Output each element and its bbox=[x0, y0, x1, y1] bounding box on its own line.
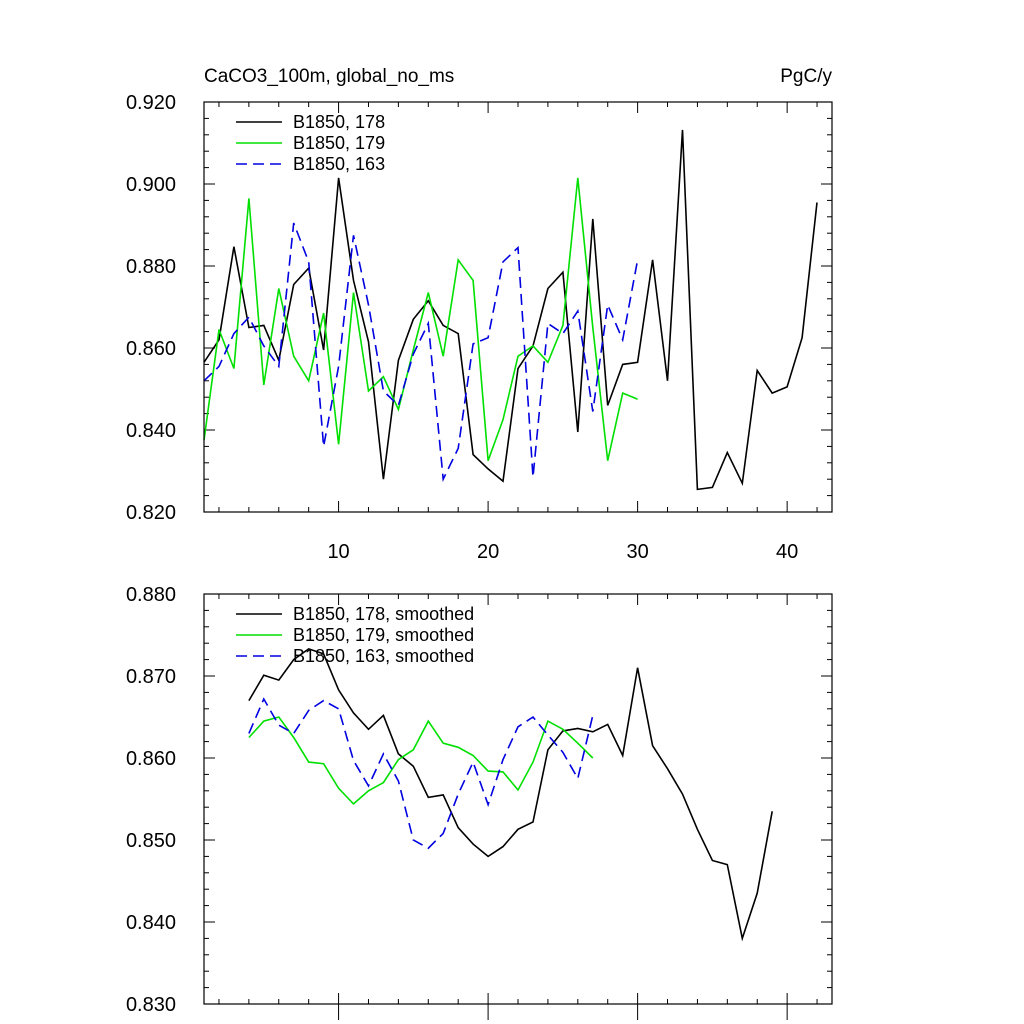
y-tick-label: 0.830 bbox=[126, 994, 176, 1016]
y-tick-label: 0.920 bbox=[126, 92, 176, 114]
series-line-2 bbox=[203, 177, 638, 461]
x-tick-label: 20 bbox=[477, 541, 499, 563]
y-tick-label: 0.860 bbox=[126, 748, 176, 770]
chart-units-label: PgC/y bbox=[780, 66, 832, 87]
legend-label-1: B1850, 178, smoothed bbox=[293, 604, 474, 624]
series-line-3 bbox=[203, 222, 639, 483]
legend-label-3: B1850, 163 bbox=[293, 154, 385, 174]
y-tick-label: 0.820 bbox=[126, 502, 176, 524]
top-plot-frame bbox=[203, 101, 833, 513]
series-line-1 bbox=[203, 129, 818, 491]
y-tick-label: 0.870 bbox=[126, 666, 176, 688]
x-tick-label: 40 bbox=[776, 541, 798, 563]
series-line-2 bbox=[248, 716, 594, 806]
legend-label-3: B1850, 163, smoothed bbox=[293, 646, 474, 666]
top-series-lines bbox=[203, 129, 818, 491]
top-axis-ticks: 10 20 30 40 0.820 0.840 0.860 0.880 0.900 0.920 bbox=[126, 92, 832, 563]
series-line-1 bbox=[248, 648, 773, 942]
chart-title-left: CaCO3_100m, global_no_ms bbox=[204, 66, 454, 87]
y-tick-label: 0.850 bbox=[126, 830, 176, 852]
bottom-chart-panel: 0.830 0.840 0.850 0.860 0.870 0.880 B1850, 17… bbox=[126, 584, 833, 1020]
y-tick-label: 0.840 bbox=[126, 420, 176, 442]
y-tick-label: 0.880 bbox=[126, 584, 176, 606]
x-tick-label: 30 bbox=[626, 541, 648, 563]
top-chart-panel: CaCO3_100m, global_no_ms PgC/y 10 20 30 40 0… bbox=[126, 66, 833, 563]
y-tick-label: 0.840 bbox=[126, 912, 176, 934]
legend-label-1: B1850, 178 bbox=[293, 112, 385, 132]
x-tick-label: 10 bbox=[327, 541, 349, 563]
bottom-series-lines bbox=[248, 648, 773, 942]
series-line-3 bbox=[248, 697, 594, 850]
bottom-axis-ticks: 0.830 0.840 0.850 0.860 0.870 0.880 bbox=[126, 584, 832, 1020]
legend-label-2: B1850, 179 bbox=[293, 133, 385, 153]
y-tick-label: 0.880 bbox=[126, 256, 176, 278]
bottom-plot-frame bbox=[203, 593, 833, 1005]
y-tick-label: 0.900 bbox=[126, 174, 176, 196]
legend-label-2: B1850, 179, smoothed bbox=[293, 625, 474, 645]
y-tick-label: 0.860 bbox=[126, 338, 176, 360]
